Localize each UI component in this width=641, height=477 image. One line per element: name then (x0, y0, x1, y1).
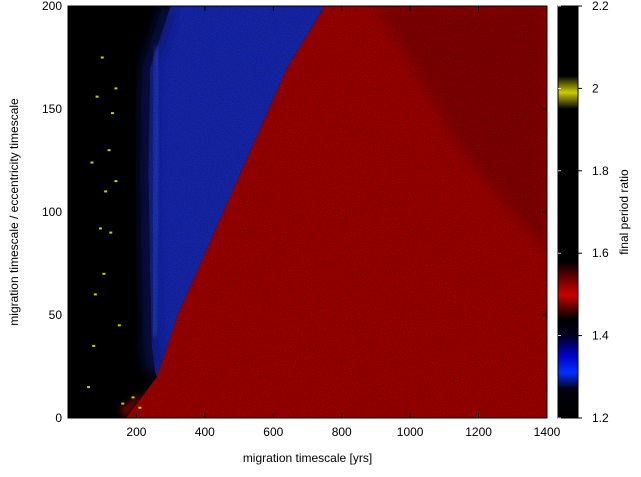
colorbar-tick-label: 1.2 (592, 411, 609, 425)
scatter-point (93, 293, 97, 296)
scatter-point (110, 112, 114, 115)
x-tick-label: 200 (126, 425, 146, 439)
x-tick-label: 400 (195, 425, 215, 439)
x-axis-label: migration timescale [yrs] (243, 451, 372, 465)
scatter-point (107, 149, 111, 152)
x-axis: 200 400 600 800 1000 1200 1400 (126, 6, 561, 439)
scatter-point (114, 180, 118, 183)
y-tick-label: 150 (42, 102, 62, 116)
scatter-point (102, 272, 106, 275)
y-axis: 0 50 100 150 200 (42, 0, 547, 425)
x-tick-label: 1000 (397, 425, 424, 439)
colorbar-tick-label: 1.4 (592, 329, 609, 343)
scatter-point (100, 56, 104, 59)
scatter-point (117, 324, 121, 327)
x-tick-label: 1400 (534, 425, 561, 439)
scatter-point (138, 406, 142, 409)
colorbar-axis: 1.2 1.4 1.6 1.8 2 2.2 (558, 0, 609, 425)
colorbar-tick-label: 1.8 (592, 164, 609, 178)
y-tick-label: 50 (49, 308, 63, 322)
scatter-point (114, 87, 118, 90)
scatter-point (95, 95, 99, 98)
heatmap-grain (68, 6, 547, 418)
y-axis-label: migration timescale / eccentricity times… (7, 98, 21, 326)
scatter-point (92, 344, 96, 347)
scatter-point (121, 402, 125, 405)
x-tick-label: 1200 (465, 425, 492, 439)
scatter-point (104, 190, 108, 193)
y-tick-label: 0 (55, 411, 62, 425)
colorbar-tick-label: 1.6 (592, 246, 609, 260)
scatter-point (131, 396, 135, 399)
scatter-point (87, 386, 91, 389)
x-tick-label: 600 (263, 425, 283, 439)
scatter-point (90, 161, 94, 164)
y-tick-label: 100 (42, 205, 62, 219)
scatter-point (99, 227, 103, 230)
scatter-point (109, 231, 113, 234)
heatmap-plot-area (68, 6, 547, 418)
y-tick-label: 200 (42, 0, 62, 13)
colorbar (557, 5, 579, 419)
colorbar-tick-label: 2 (592, 81, 599, 95)
colorbar-tick-label: 2.2 (592, 0, 609, 13)
colorbar-label: final period ratio (617, 169, 631, 255)
x-tick-label: 800 (332, 425, 352, 439)
